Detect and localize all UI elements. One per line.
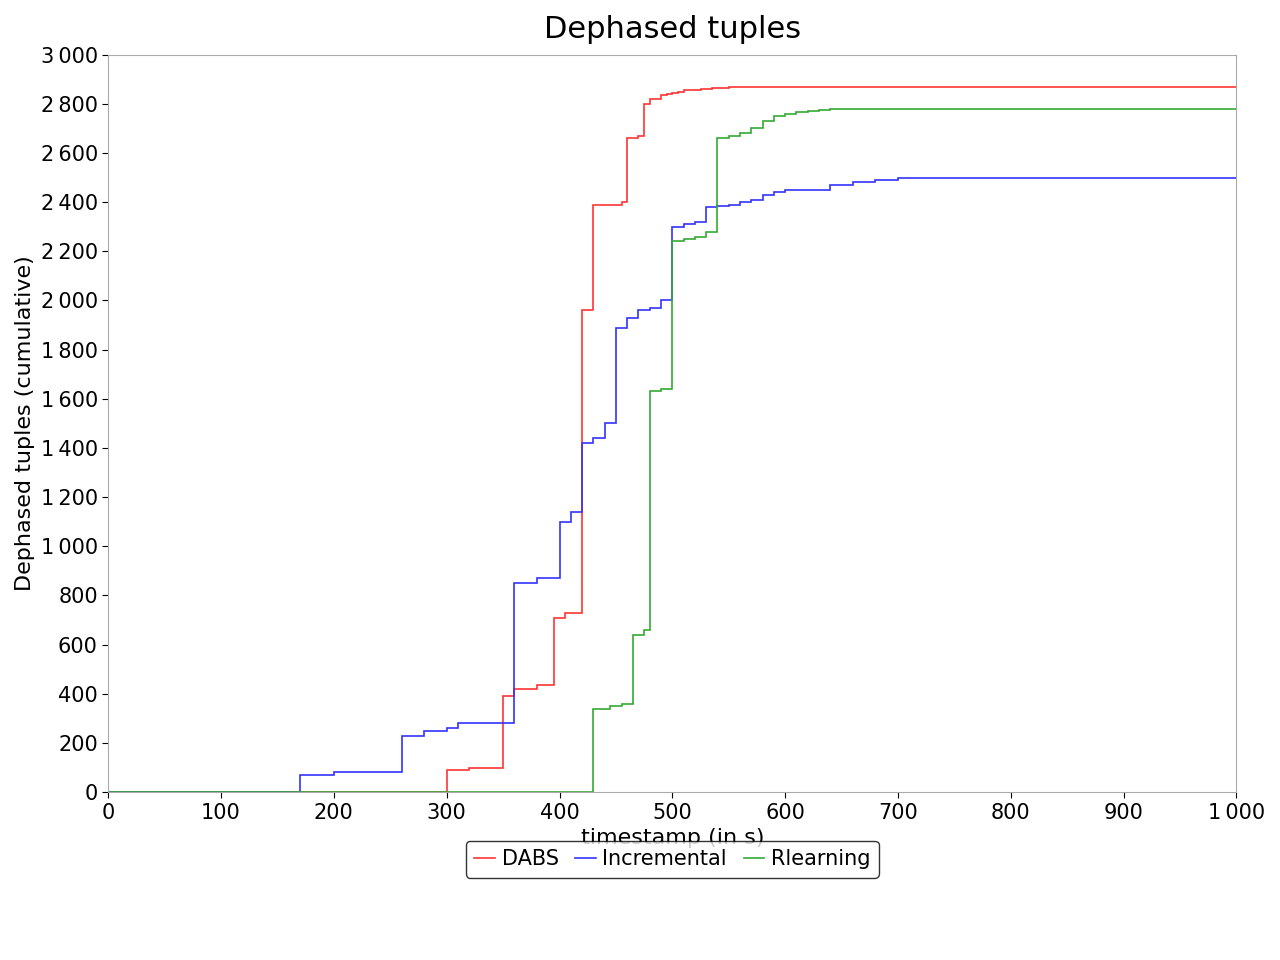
- Title: Dephased tuples: Dephased tuples: [544, 15, 801, 44]
- Y-axis label: Dephased tuples (cumulative): Dephased tuples (cumulative): [15, 255, 35, 591]
- Legend: DABS, Incremental, Rlearning: DABS, Incremental, Rlearning: [466, 841, 878, 877]
- X-axis label: timestamp (in s): timestamp (in s): [581, 828, 764, 848]
